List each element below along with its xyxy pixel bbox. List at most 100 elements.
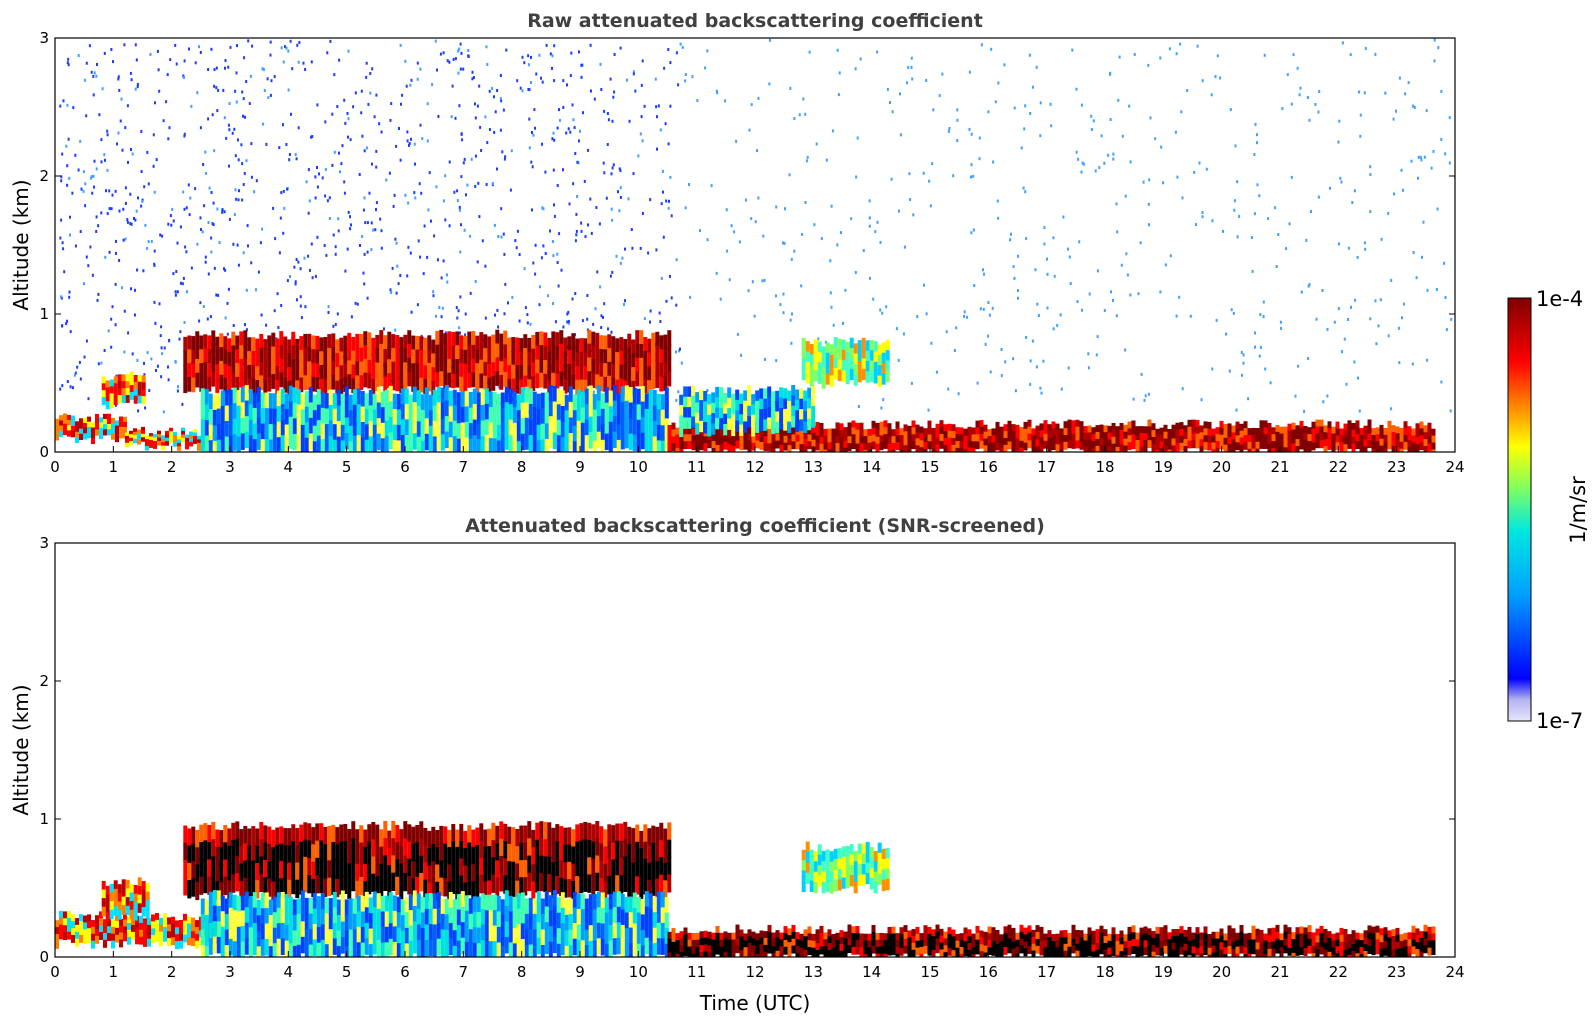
layer-cell bbox=[811, 416, 815, 427]
layer-cell bbox=[146, 909, 150, 919]
layer-cell bbox=[764, 436, 768, 444]
layer-cell bbox=[183, 877, 187, 895]
noise-pixel bbox=[989, 314, 991, 317]
noise-pixel bbox=[500, 129, 502, 132]
layer-cell bbox=[597, 432, 601, 449]
layer-cell bbox=[763, 409, 767, 420]
layer-cell bbox=[467, 373, 471, 388]
noise-pixel bbox=[1038, 314, 1040, 317]
noise-pixel bbox=[580, 64, 582, 67]
noise-pixel bbox=[948, 130, 950, 133]
layer-cell bbox=[201, 945, 205, 962]
noise-pixel bbox=[699, 229, 701, 232]
noise-pixel bbox=[692, 75, 694, 78]
layer-cell bbox=[1120, 437, 1124, 445]
noise-pixel bbox=[671, 296, 673, 299]
noise-pixel bbox=[552, 54, 554, 57]
noise-pixel bbox=[270, 41, 272, 44]
layer-cell bbox=[984, 439, 988, 447]
layer-cell bbox=[792, 428, 796, 436]
noise-pixel bbox=[603, 302, 605, 305]
layer-cell bbox=[984, 432, 988, 440]
layer-cell bbox=[413, 433, 417, 450]
layer-cell bbox=[1116, 426, 1120, 434]
layer-cell bbox=[393, 440, 397, 457]
layer-cell bbox=[273, 928, 277, 945]
layer-cell bbox=[251, 843, 255, 861]
layer-cell bbox=[854, 354, 858, 365]
layer-cell bbox=[249, 912, 253, 929]
layer-cell bbox=[275, 828, 279, 846]
layer-cell bbox=[1056, 444, 1060, 452]
layer-cell bbox=[719, 398, 723, 409]
noise-pixel bbox=[600, 63, 602, 66]
layer-cell bbox=[1320, 440, 1324, 448]
noise-pixel bbox=[100, 138, 102, 141]
layer-cell bbox=[479, 346, 483, 361]
noise-pixel bbox=[154, 301, 156, 304]
layer-cell bbox=[595, 821, 599, 839]
layer-cell bbox=[135, 923, 139, 931]
layer-cell bbox=[397, 897, 401, 914]
noise-pixel bbox=[123, 239, 125, 242]
noise-pixel bbox=[208, 221, 210, 224]
layer-cell bbox=[229, 908, 233, 925]
noise-pixel bbox=[578, 139, 580, 142]
layer-cell bbox=[1296, 432, 1300, 440]
layer-cell bbox=[455, 830, 459, 848]
layer-cell bbox=[126, 897, 130, 907]
noise-pixel bbox=[545, 252, 547, 255]
noise-pixel bbox=[1089, 293, 1091, 296]
noise-pixel bbox=[1042, 360, 1044, 363]
layer-cell bbox=[1372, 442, 1376, 450]
layer-cell bbox=[191, 364, 195, 379]
layer-cell bbox=[820, 437, 824, 445]
layer-cell bbox=[345, 387, 349, 404]
layer-cell bbox=[896, 422, 900, 430]
layer-cell bbox=[199, 363, 203, 378]
layer-cell bbox=[1012, 424, 1016, 432]
layer-cell bbox=[872, 435, 876, 443]
noise-pixel bbox=[371, 67, 373, 70]
layer-cell bbox=[393, 425, 397, 442]
layer-cell bbox=[517, 395, 521, 412]
layer-cell bbox=[1284, 434, 1288, 442]
layer-cell bbox=[391, 334, 395, 349]
layer-cell bbox=[760, 435, 764, 443]
layer-cell bbox=[1168, 436, 1172, 444]
noise-pixel bbox=[198, 320, 200, 323]
layer-cell bbox=[349, 898, 353, 915]
noise-pixel bbox=[461, 52, 463, 55]
layer-cell bbox=[303, 375, 307, 390]
layer-cell bbox=[735, 421, 739, 432]
layer-cell bbox=[283, 845, 287, 863]
layer-cell bbox=[509, 911, 513, 928]
layer-cell bbox=[299, 364, 303, 379]
layer-cell bbox=[739, 394, 743, 405]
noise-pixel bbox=[306, 180, 308, 183]
layer-cell bbox=[383, 335, 387, 350]
layer-cell bbox=[493, 392, 497, 409]
layer-cell bbox=[840, 437, 844, 445]
noise-pixel bbox=[729, 278, 731, 281]
layer-cell bbox=[407, 344, 411, 359]
layer-cell bbox=[273, 393, 277, 410]
layer-cell bbox=[1256, 428, 1260, 436]
layer-cell bbox=[367, 332, 371, 347]
layer-cell bbox=[547, 857, 551, 875]
noise-pixel bbox=[668, 207, 670, 210]
layer-cell bbox=[451, 841, 455, 859]
noise-pixel bbox=[612, 166, 614, 169]
noise-pixel bbox=[437, 115, 439, 118]
layer-cell bbox=[413, 890, 417, 907]
layer-cell bbox=[213, 410, 217, 427]
layer-cell bbox=[329, 436, 333, 453]
layer-cell bbox=[239, 373, 243, 388]
layer-high bbox=[102, 877, 150, 921]
noise-pixel bbox=[898, 359, 900, 362]
layer-cell bbox=[803, 391, 807, 402]
noise-pixel bbox=[587, 223, 589, 226]
layer-cell bbox=[377, 403, 381, 420]
layer-cell bbox=[103, 933, 107, 941]
layer-cell bbox=[501, 408, 505, 425]
